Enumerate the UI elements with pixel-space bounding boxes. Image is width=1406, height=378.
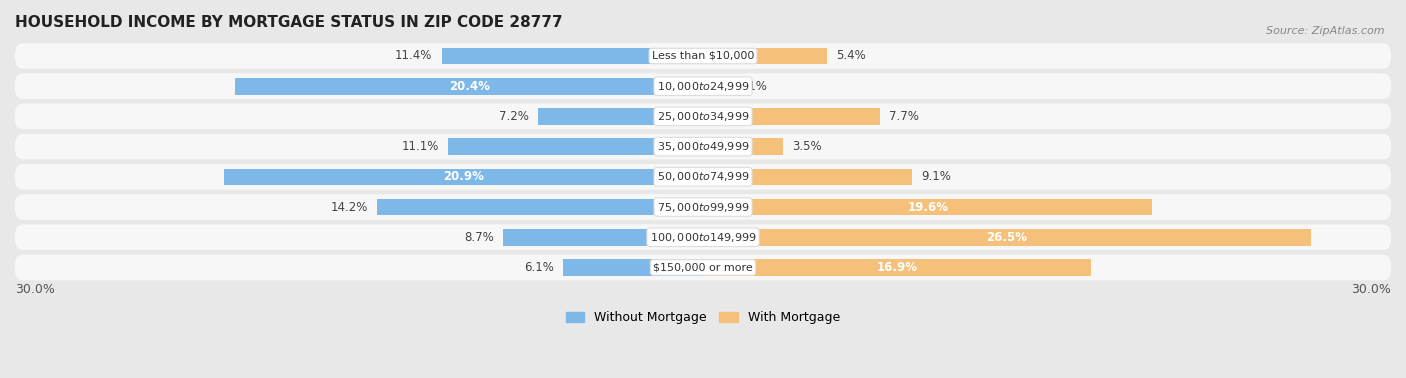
- FancyBboxPatch shape: [15, 134, 1391, 160]
- Text: $25,000 to $34,999: $25,000 to $34,999: [657, 110, 749, 123]
- FancyBboxPatch shape: [15, 73, 1391, 99]
- Bar: [449, 138, 703, 155]
- FancyBboxPatch shape: [15, 43, 1391, 69]
- Text: 30.0%: 30.0%: [1351, 282, 1391, 296]
- Text: 20.4%: 20.4%: [449, 80, 489, 93]
- Text: HOUSEHOLD INCOME BY MORTGAGE STATUS IN ZIP CODE 28777: HOUSEHOLD INCOME BY MORTGAGE STATUS IN Z…: [15, 15, 562, 30]
- Bar: [441, 48, 703, 64]
- FancyBboxPatch shape: [15, 194, 1391, 220]
- Bar: [703, 138, 783, 155]
- FancyBboxPatch shape: [15, 164, 1391, 190]
- Text: 11.1%: 11.1%: [402, 140, 439, 153]
- FancyBboxPatch shape: [15, 225, 1391, 250]
- Text: 3.5%: 3.5%: [793, 140, 823, 153]
- FancyBboxPatch shape: [15, 255, 1391, 280]
- Text: $50,000 to $74,999: $50,000 to $74,999: [657, 170, 749, 183]
- Bar: [703, 78, 728, 94]
- Text: $100,000 to $149,999: $100,000 to $149,999: [650, 231, 756, 244]
- Text: 7.2%: 7.2%: [499, 110, 529, 123]
- Bar: [703, 199, 1153, 215]
- Text: $35,000 to $49,999: $35,000 to $49,999: [657, 140, 749, 153]
- Text: 30.0%: 30.0%: [15, 282, 55, 296]
- Text: 16.9%: 16.9%: [876, 261, 917, 274]
- Text: 26.5%: 26.5%: [987, 231, 1028, 244]
- Bar: [564, 259, 703, 276]
- Text: 20.9%: 20.9%: [443, 170, 484, 183]
- Text: Less than $10,000: Less than $10,000: [652, 51, 754, 61]
- Text: 19.6%: 19.6%: [907, 200, 948, 214]
- Bar: [503, 229, 703, 246]
- Text: $10,000 to $24,999: $10,000 to $24,999: [657, 80, 749, 93]
- Bar: [377, 199, 703, 215]
- Text: $150,000 or more: $150,000 or more: [654, 262, 752, 273]
- Bar: [703, 108, 880, 125]
- Bar: [224, 169, 703, 185]
- Legend: Without Mortgage, With Mortgage: Without Mortgage, With Mortgage: [561, 307, 845, 330]
- Text: 6.1%: 6.1%: [524, 261, 554, 274]
- Bar: [538, 108, 703, 125]
- Bar: [703, 259, 1091, 276]
- Text: 7.7%: 7.7%: [889, 110, 918, 123]
- Bar: [703, 48, 827, 64]
- Text: 1.1%: 1.1%: [737, 80, 768, 93]
- Text: 9.1%: 9.1%: [921, 170, 950, 183]
- Text: 5.4%: 5.4%: [837, 50, 866, 62]
- Bar: [235, 78, 703, 94]
- FancyBboxPatch shape: [15, 104, 1391, 129]
- Text: 11.4%: 11.4%: [395, 50, 433, 62]
- Text: 14.2%: 14.2%: [330, 200, 368, 214]
- Text: Source: ZipAtlas.com: Source: ZipAtlas.com: [1267, 26, 1385, 36]
- Bar: [703, 229, 1310, 246]
- Text: 8.7%: 8.7%: [464, 231, 495, 244]
- Bar: [703, 169, 911, 185]
- Text: $75,000 to $99,999: $75,000 to $99,999: [657, 200, 749, 214]
